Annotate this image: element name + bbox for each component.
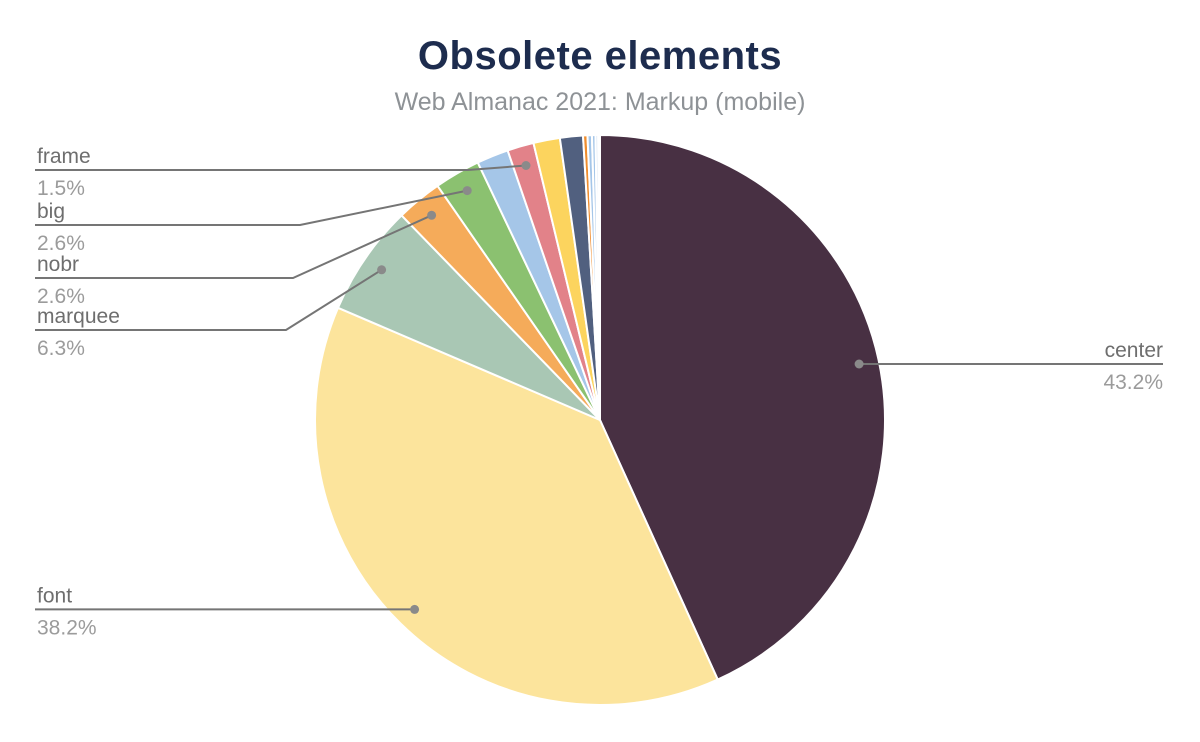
leader-line-big (35, 189, 468, 226)
pie-slice-unlabeled (597, 134, 601, 421)
callout-name-nobr: nobr (37, 253, 79, 276)
pie-slice-marquee (337, 214, 601, 421)
leader-dot-frame (521, 161, 531, 170)
callout-value-marquee: 6.3% (37, 337, 85, 360)
callout-value-big: 2.6% (37, 232, 85, 255)
callout-name-big: big (37, 200, 65, 223)
callout-name-marquee: marquee (37, 305, 120, 328)
callout-name-font: font (37, 584, 72, 607)
leader-dot-font (410, 604, 420, 614)
callout-value-frame: 1.5% (37, 177, 85, 200)
callout-value-nobr: 2.6% (37, 285, 85, 308)
leader-line-frame (35, 164, 527, 171)
leader-line-marquee (35, 268, 383, 331)
callout-value-center: 43.2% (1103, 371, 1163, 394)
pie-slices (314, 134, 886, 706)
leader-dot-center (854, 359, 864, 369)
leader-dot-big (462, 186, 472, 196)
callout-value-font: 38.2% (37, 616, 97, 639)
pie-slice-center (599, 134, 886, 681)
leader-dot-marquee (377, 265, 387, 275)
chart-title: Obsolete elements (417, 34, 783, 78)
pie-callouts: center43.2%font38.2%marquee6.3%nobr2.6%b… (35, 145, 1163, 639)
chart-subtitle: Web Almanac 2021: Markup (mobile) (394, 88, 806, 116)
callout-name-frame: frame (37, 145, 91, 168)
leader-dot-nobr (427, 210, 437, 220)
callout-name-center: center (1105, 339, 1163, 362)
leader-line-nobr (35, 214, 433, 279)
